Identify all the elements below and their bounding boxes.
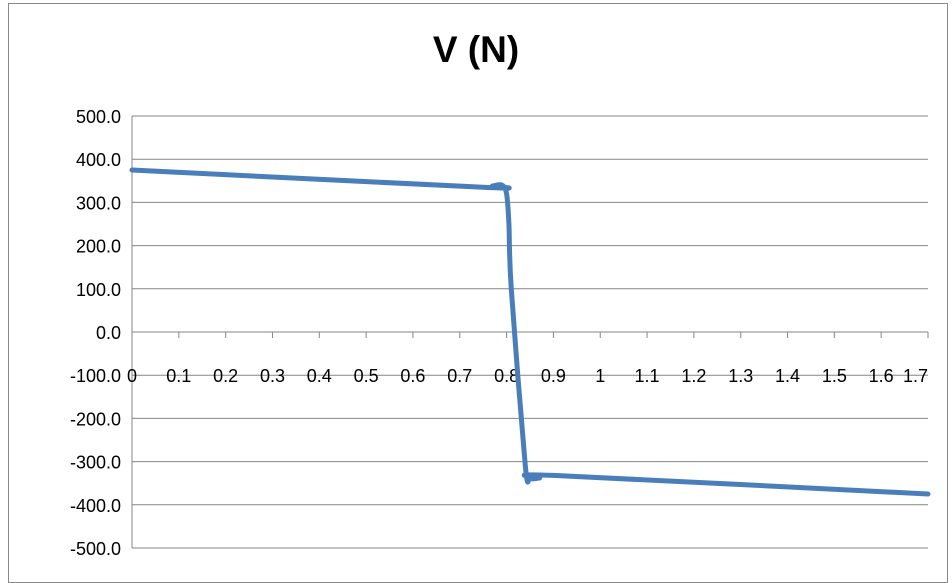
y-tick-label: 300.0 bbox=[76, 193, 121, 213]
x-tick-label: 1.2 bbox=[681, 366, 706, 386]
y-tick-label: -200.0 bbox=[70, 409, 121, 429]
x-tick-label: 0.6 bbox=[400, 366, 425, 386]
x-tick-label: 0 bbox=[127, 366, 137, 386]
x-tick-label: 1.6 bbox=[869, 366, 894, 386]
x-tick-label: 0.4 bbox=[307, 366, 332, 386]
y-tick-label: 100.0 bbox=[76, 280, 121, 300]
x-tick-label: 0.7 bbox=[447, 366, 472, 386]
x-tick-label: 1.5 bbox=[822, 366, 847, 386]
x-tick-label: 1.3 bbox=[728, 366, 753, 386]
x-tick-label: 0.5 bbox=[354, 366, 379, 386]
x-tick-label: 0.3 bbox=[260, 366, 285, 386]
y-tick-label: -300.0 bbox=[70, 453, 121, 473]
y-tick-label: 0.0 bbox=[96, 323, 121, 343]
y-tick-label: 500.0 bbox=[76, 107, 121, 127]
y-tick-labels: 500.0 400.0 300.0 200.0 100.0 0.0 -100.0 -200.0… bbox=[70, 107, 121, 559]
y-tick-label: -100.0 bbox=[70, 366, 121, 386]
x-tick-label: 1.4 bbox=[775, 366, 800, 386]
y-tick-label: -400.0 bbox=[70, 496, 121, 516]
y-tick-label: -500.0 bbox=[70, 539, 121, 559]
x-tick-label: 0.2 bbox=[213, 366, 238, 386]
x-tick-label: 0.1 bbox=[166, 366, 191, 386]
x-tick-label: 1.1 bbox=[635, 366, 660, 386]
x-tick-label: 1.7 bbox=[903, 366, 928, 386]
y-tick-label: 400.0 bbox=[76, 150, 121, 170]
x-tick-label: 1 bbox=[595, 366, 605, 386]
x-tick-label: 0.9 bbox=[541, 366, 566, 386]
y-tick-label: 200.0 bbox=[76, 237, 121, 257]
